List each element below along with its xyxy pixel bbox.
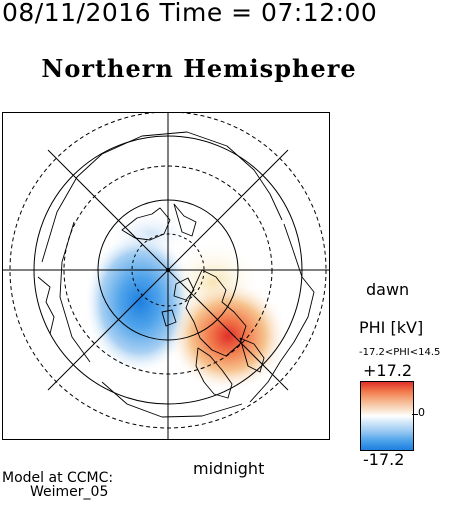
legend-min-label: -17.2 <box>363 450 405 469</box>
dawn-potential-cell <box>166 238 288 392</box>
legend-max-label: +17.2 <box>363 361 413 380</box>
hemisphere-title: Northern Hemisphere <box>41 54 357 83</box>
polar-map <box>2 112 330 440</box>
model-credit: Model at CCMC: <box>2 470 114 486</box>
timestamp: 08/11/2016 Time = 07:12:00 <box>2 0 378 27</box>
legend-zero-label: 0 <box>418 406 425 419</box>
model-name: Weimer_05 <box>30 484 109 500</box>
colorbar <box>360 381 414 451</box>
legend-title: PHI [kV] <box>359 318 424 337</box>
legend-range: -17.2<PHI<14.5 <box>359 347 441 358</box>
midnight-label: midnight <box>193 459 265 478</box>
polar-map-canvas <box>2 112 330 440</box>
coastline-icon <box>37 131 315 418</box>
dawn-label: dawn <box>366 280 410 299</box>
colorbar-zero-tick <box>412 414 418 415</box>
pole-marker-icon <box>166 268 170 272</box>
